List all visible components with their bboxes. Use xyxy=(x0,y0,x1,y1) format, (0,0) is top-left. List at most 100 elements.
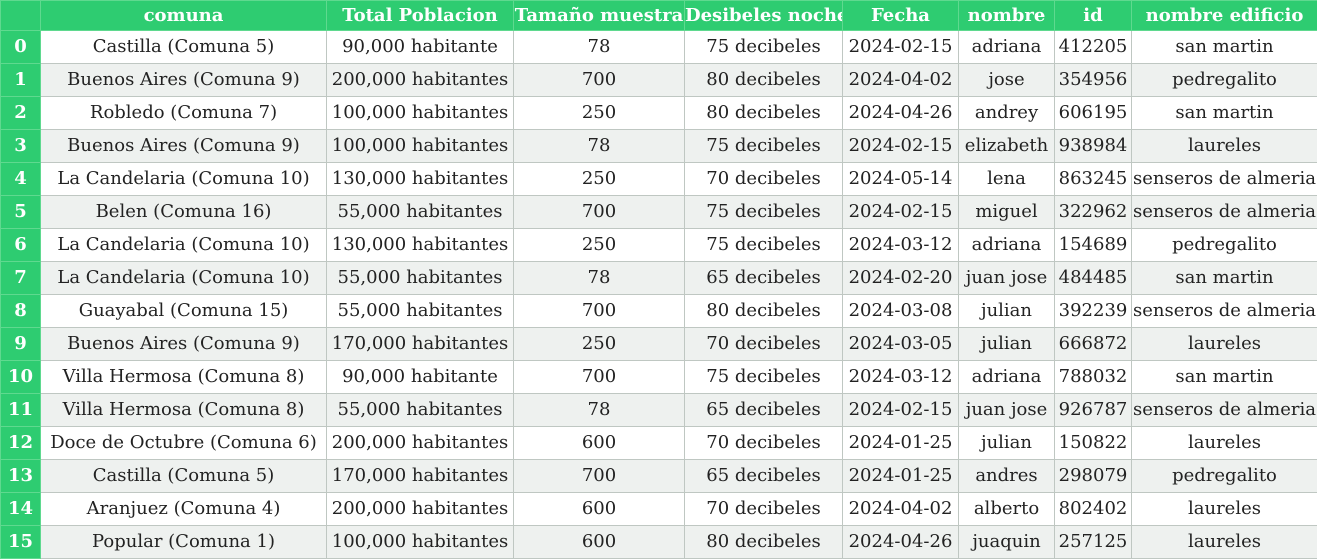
table-cell: Villa Hermosa (Comuna 8) xyxy=(41,361,327,394)
table-cell: 2024-01-25 xyxy=(843,427,959,460)
table-cell: julian xyxy=(959,328,1055,361)
table-cell: 150822 xyxy=(1055,427,1132,460)
table-cell: laureles xyxy=(1132,526,1317,559)
table-cell: pedregalito xyxy=(1132,64,1317,97)
table-cell: 55,000 habitantes xyxy=(327,196,514,229)
table-cell: 2024-03-08 xyxy=(843,295,959,328)
table-cell: 788032 xyxy=(1055,361,1132,394)
table-cell: senseros de almeria xyxy=(1132,163,1317,196)
table-cell: 2024-02-15 xyxy=(843,394,959,427)
table-cell: 200,000 habitantes xyxy=(327,427,514,460)
table-cell: Buenos Aires (Comuna 9) xyxy=(41,64,327,97)
table-cell: 90,000 habitante xyxy=(327,361,514,394)
table-cell: 75 decibeles xyxy=(685,361,843,394)
column-header: Tamaño muestra xyxy=(514,1,685,31)
table-cell: 322962 xyxy=(1055,196,1132,229)
table-cell: senseros de almeria xyxy=(1132,196,1317,229)
table-cell: 55,000 habitantes xyxy=(327,262,514,295)
row-index: 10 xyxy=(1,361,41,394)
table-cell: 78 xyxy=(514,262,685,295)
table-cell: 200,000 habitantes xyxy=(327,64,514,97)
row-index: 15 xyxy=(1,526,41,559)
table-cell: 2024-03-12 xyxy=(843,361,959,394)
column-header: Fecha xyxy=(843,1,959,31)
row-index: 4 xyxy=(1,163,41,196)
table-cell: Buenos Aires (Comuna 9) xyxy=(41,130,327,163)
table-cell: 130,000 habitantes xyxy=(327,163,514,196)
table-cell: san martin xyxy=(1132,262,1317,295)
table-cell: julian xyxy=(959,295,1055,328)
table-cell: 2024-04-26 xyxy=(843,526,959,559)
table-cell: 2024-04-02 xyxy=(843,64,959,97)
table-cell: 863245 xyxy=(1055,163,1132,196)
table-cell: julian xyxy=(959,427,1055,460)
table-cell: 700 xyxy=(514,361,685,394)
table-cell: Buenos Aires (Comuna 9) xyxy=(41,328,327,361)
table-cell: adriana xyxy=(959,361,1055,394)
table-cell: 70 decibeles xyxy=(685,427,843,460)
row-index: 3 xyxy=(1,130,41,163)
row-index: 9 xyxy=(1,328,41,361)
table-cell: 484485 xyxy=(1055,262,1132,295)
table-cell: andres xyxy=(959,460,1055,493)
table-cell: 170,000 habitantes xyxy=(327,460,514,493)
table-cell: 2024-03-05 xyxy=(843,328,959,361)
table-cell: 412205 xyxy=(1055,31,1132,64)
table-cell: 78 xyxy=(514,130,685,163)
table-cell: La Candelaria (Comuna 10) xyxy=(41,229,327,262)
table-cell: 392239 xyxy=(1055,295,1132,328)
table-cell: 154689 xyxy=(1055,229,1132,262)
table-cell: Guayabal (Comuna 15) xyxy=(41,295,327,328)
table-cell: 70 decibeles xyxy=(685,163,843,196)
table-cell: 80 decibeles xyxy=(685,526,843,559)
table-cell: 2024-04-26 xyxy=(843,97,959,130)
table-cell: 100,000 habitantes xyxy=(327,130,514,163)
table-cell: miguel xyxy=(959,196,1055,229)
table-cell: Aranjuez (Comuna 4) xyxy=(41,493,327,526)
table-cell: san martin xyxy=(1132,97,1317,130)
table-cell: 938984 xyxy=(1055,130,1132,163)
table-cell: 75 decibeles xyxy=(685,31,843,64)
row-index: 6 xyxy=(1,229,41,262)
table-cell: alberto xyxy=(959,493,1055,526)
row-index: 7 xyxy=(1,262,41,295)
table-cell: 65 decibeles xyxy=(685,460,843,493)
table-cell: senseros de almeria xyxy=(1132,295,1317,328)
table-cell: lena xyxy=(959,163,1055,196)
column-header: Total Poblacion xyxy=(327,1,514,31)
table-cell: 2024-04-02 xyxy=(843,493,959,526)
table-cell: 65 decibeles xyxy=(685,394,843,427)
index-header xyxy=(1,1,41,31)
table-cell: 70 decibeles xyxy=(685,328,843,361)
table-cell: Villa Hermosa (Comuna 8) xyxy=(41,394,327,427)
table-cell: laureles xyxy=(1132,493,1317,526)
table-cell: 250 xyxy=(514,229,685,262)
table-cell: pedregalito xyxy=(1132,460,1317,493)
table-cell: 250 xyxy=(514,328,685,361)
table-cell: 802402 xyxy=(1055,493,1132,526)
table-cell: La Candelaria (Comuna 10) xyxy=(41,163,327,196)
table-cell: 130,000 habitantes xyxy=(327,229,514,262)
table-cell: 55,000 habitantes xyxy=(327,295,514,328)
row-index: 14 xyxy=(1,493,41,526)
table-cell: san martin xyxy=(1132,31,1317,64)
table-cell: 600 xyxy=(514,427,685,460)
table-cell: laureles xyxy=(1132,427,1317,460)
table-cell: 250 xyxy=(514,97,685,130)
table-cell: 600 xyxy=(514,526,685,559)
table-cell: 78 xyxy=(514,394,685,427)
table-cell: san martin xyxy=(1132,361,1317,394)
row-index: 5 xyxy=(1,196,41,229)
